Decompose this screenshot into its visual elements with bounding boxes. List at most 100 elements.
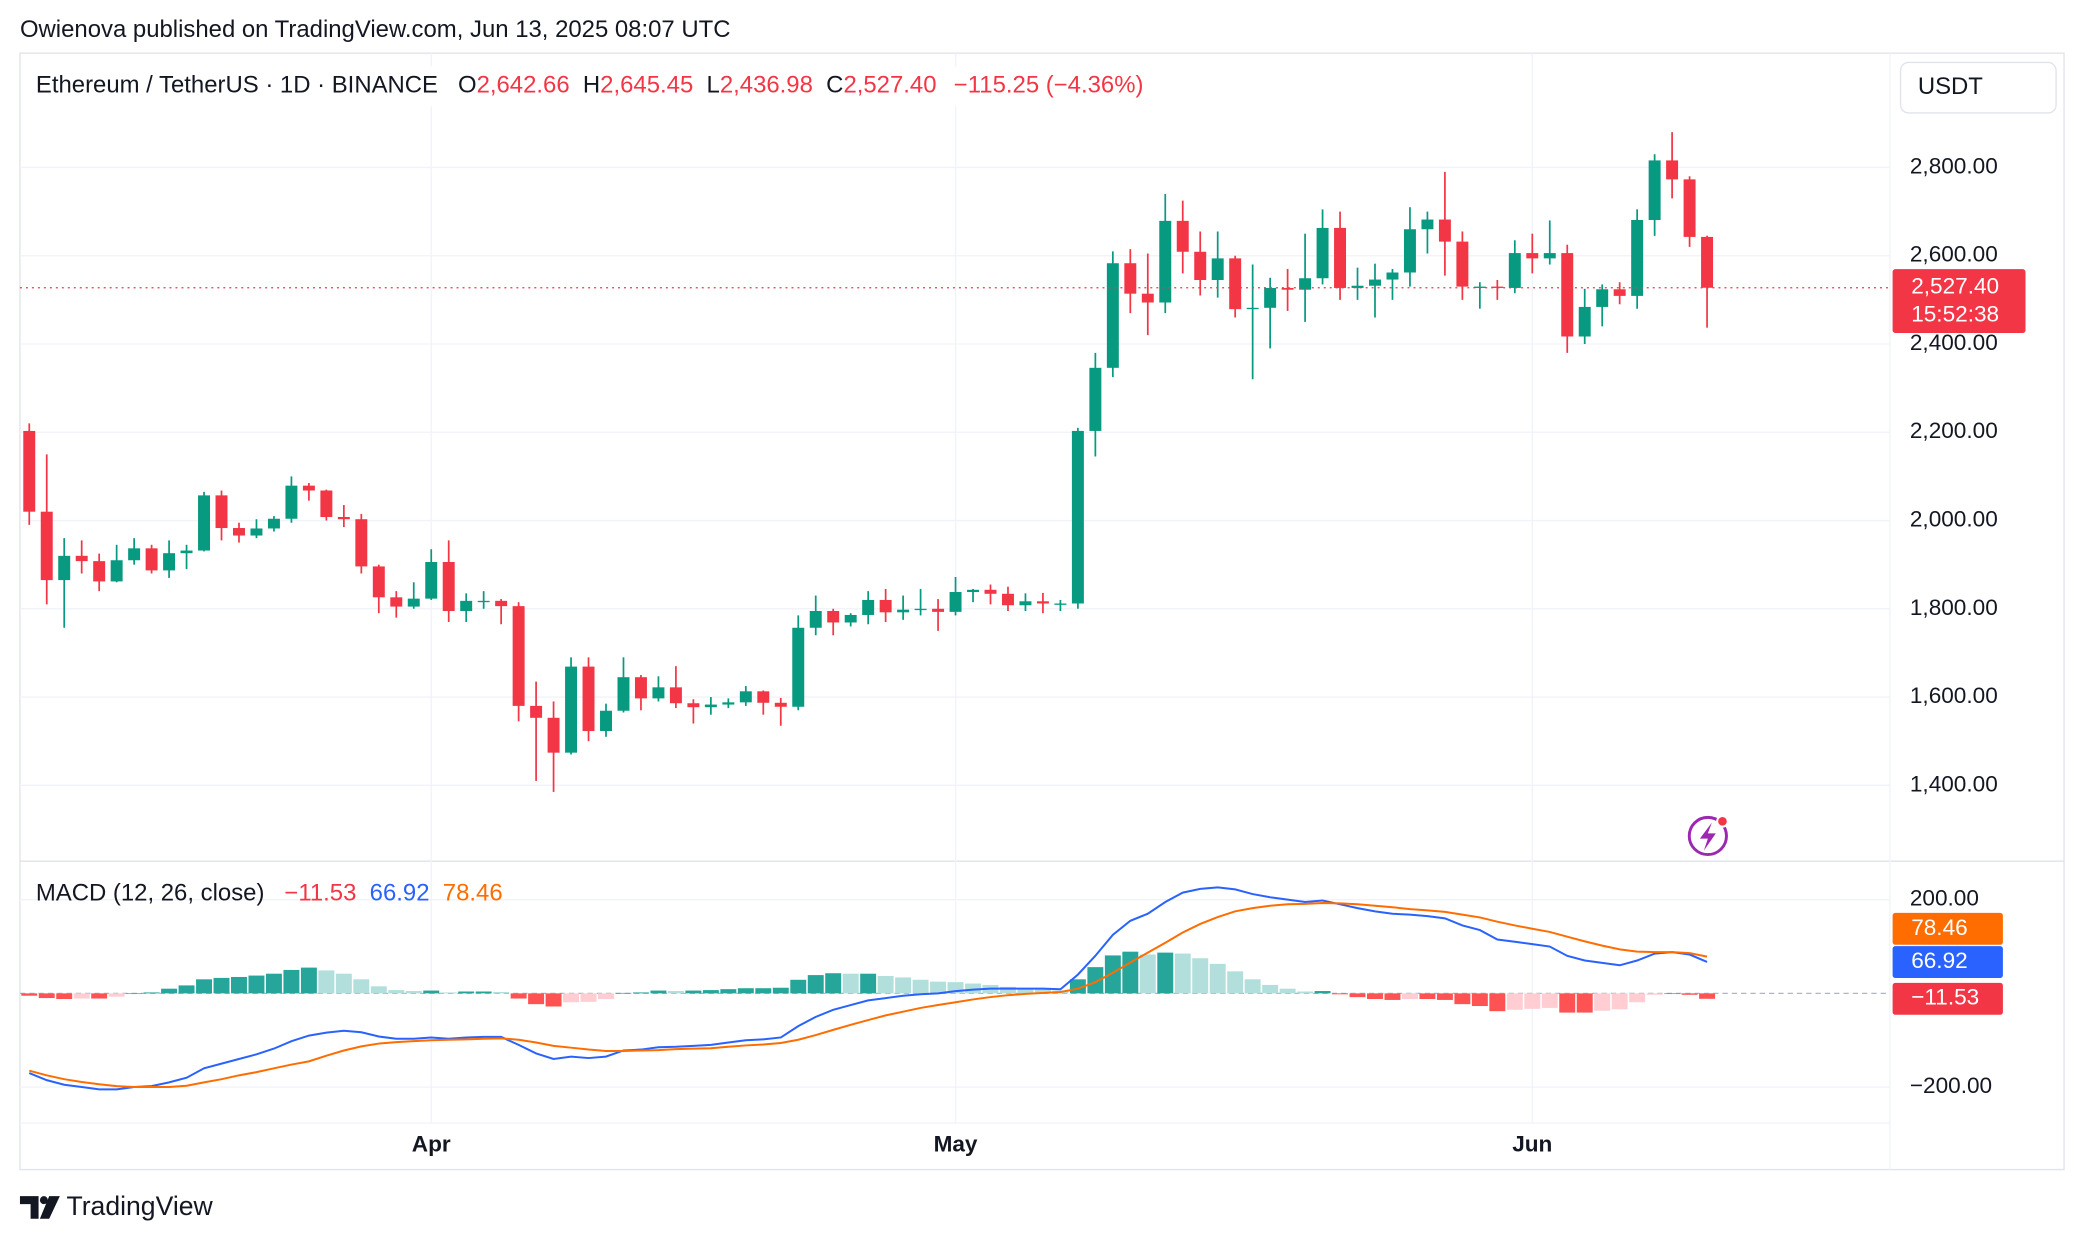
histogram-bar <box>1646 993 1663 995</box>
histogram-bar <box>1454 993 1471 1005</box>
candle-body <box>1106 263 1119 368</box>
histogram-bar <box>38 993 55 999</box>
candle-body <box>425 562 438 599</box>
tv-logo <box>19 1196 60 1219</box>
histogram-bar <box>1157 952 1174 994</box>
candle-body <box>407 598 420 607</box>
candle-body <box>1351 285 1364 288</box>
candle-body <box>233 528 245 536</box>
currency: USDT <box>1918 73 1983 100</box>
histogram-bar <box>1594 993 1611 1011</box>
macd-legend: MACD (12, 26, close) −11.53 66.92 78.46 <box>36 880 503 907</box>
y-tick-label: 2,400.00 <box>1910 330 1998 355</box>
candle-body <box>704 704 717 708</box>
histogram-bar <box>737 988 754 994</box>
histogram-bar <box>1279 988 1296 994</box>
legend-value: 78.46 <box>443 880 503 907</box>
histogram-bar <box>56 993 73 999</box>
ohlc: O2,642.66 H2,645.45 L2,436.98 C2,527.40 <box>458 72 937 99</box>
candle-body <box>512 606 525 706</box>
candle-body <box>180 550 193 554</box>
candle-body <box>722 702 735 705</box>
candle-body <box>320 490 333 517</box>
ohlc-key: C <box>826 72 843 99</box>
histogram-bar <box>1192 958 1209 994</box>
candle-body <box>774 702 787 707</box>
histogram-bar <box>1419 993 1436 999</box>
x-tick-label: Apr <box>412 1132 451 1157</box>
candle-body <box>1054 603 1067 605</box>
candle-body <box>862 599 875 615</box>
histogram-bar <box>1314 991 1331 994</box>
y-tick-label: 2,800.00 <box>1910 153 1998 178</box>
y-tick-label: 2,200.00 <box>1910 418 1998 443</box>
histogram-bar <box>91 993 108 999</box>
histogram-bar <box>1664 993 1681 995</box>
histogram-bar <box>755 988 772 994</box>
candle-body <box>582 666 595 732</box>
candle-body <box>1001 593 1014 606</box>
attribution: Owienova published on TradingView.com, J… <box>20 16 731 43</box>
histogram-bar <box>1227 971 1244 994</box>
candle-body <box>1071 430 1084 604</box>
histogram-bar <box>1104 955 1121 994</box>
candle-body <box>1561 253 1574 337</box>
histogram-bar <box>807 975 824 994</box>
candle-body <box>617 677 630 711</box>
countdown: 15:52:38 <box>1911 302 1999 327</box>
histogram-bar <box>388 990 405 994</box>
histogram-bar <box>1122 951 1139 994</box>
candle-body <box>967 589 980 593</box>
histogram-bar <box>353 979 370 994</box>
alert-icon[interactable] <box>1687 815 1729 857</box>
histogram-bar <box>1699 993 1716 999</box>
histogram-bar <box>685 990 702 994</box>
histogram-bar <box>283 969 300 994</box>
currency-button[interactable] <box>1899 61 2057 114</box>
histogram-bar <box>965 983 981 994</box>
candle-body <box>1526 253 1539 259</box>
last-price-badge <box>1892 269 2026 333</box>
candle-body <box>1159 220 1172 303</box>
histogram-bar <box>615 992 632 994</box>
histogram-bar <box>1524 993 1541 1009</box>
value-badge-label: 78.46 <box>1911 915 1968 940</box>
histogram-bar <box>1332 993 1349 995</box>
value-badge <box>1892 912 2003 945</box>
histogram-bar <box>1000 986 1016 994</box>
histogram-bar <box>895 977 912 994</box>
candle-body <box>250 528 263 536</box>
candle-body <box>1264 287 1277 308</box>
last-price-label: 2,527.40 <box>1911 274 1999 299</box>
footer-brand: TradingView <box>66 1191 213 1221</box>
histogram-bar <box>580 993 597 1002</box>
histogram-bar <box>1681 993 1698 995</box>
candle-body <box>634 677 647 699</box>
candle-body <box>1631 219 1644 296</box>
macd-values: −11.53 66.92 78.46 <box>284 880 502 907</box>
candle-body <box>1194 251 1207 281</box>
legend-value: −11.53 <box>284 880 356 907</box>
y-tick-label: 2,000.00 <box>1910 506 1998 531</box>
value-badge-label: 66.92 <box>1911 948 1968 973</box>
histogram-bar <box>143 992 160 994</box>
candle-body <box>1438 219 1451 242</box>
histogram-bar <box>318 970 335 994</box>
histogram-bar <box>248 975 265 994</box>
y-tick-label: 2,600.00 <box>1910 242 1998 267</box>
candle-body <box>827 610 840 623</box>
ohlc-key: H <box>583 72 600 99</box>
candle-body <box>687 703 700 708</box>
histogram-bar <box>1541 993 1558 1008</box>
ohlc-value: 2,527.40 <box>843 72 936 99</box>
candle-body <box>1701 236 1714 288</box>
y-tick-label: 1,600.00 <box>1910 683 1998 708</box>
histogram-bar <box>265 973 282 994</box>
candle-body <box>1613 289 1626 296</box>
candle-body <box>565 666 578 753</box>
candle-body <box>495 600 508 607</box>
candle-body <box>809 610 822 628</box>
candle-body <box>1334 227 1347 288</box>
candle-body <box>390 597 403 607</box>
